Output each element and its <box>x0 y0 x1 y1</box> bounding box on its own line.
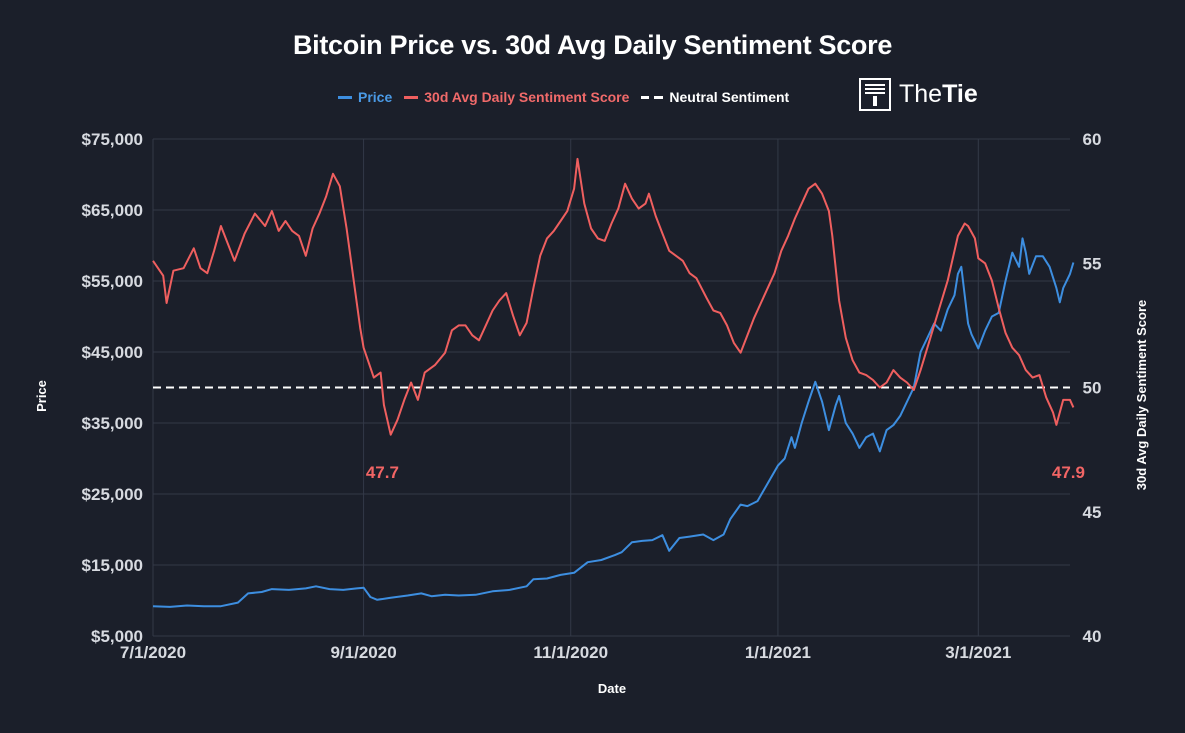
brand-name: TheTie <box>899 80 978 109</box>
left-axis-ticks: $75,000 $65,000 $55,000 $45,000 $35,000 $25,0… <box>82 130 143 646</box>
legend-label-neutral: Neutral Sentiment <box>669 89 790 105</box>
legend-label-price: Price <box>358 89 393 105</box>
x-axis-title: Date <box>598 681 626 696</box>
brand-logo: TheTie <box>859 78 978 111</box>
legend: Price 30d Avg Daily Sentiment Score Neut… <box>338 86 789 108</box>
right-axis-title: 30d Avg Daily Sentiment Score <box>1134 300 1149 491</box>
left-tick-label: $35,000 <box>82 414 143 433</box>
brand-mark-icon <box>859 78 891 111</box>
legend-swatch-price <box>338 95 352 99</box>
chart-title: Bitcoin Price vs. 30d Avg Daily Sentimen… <box>292 30 893 60</box>
legend-swatch-neutral <box>641 95 664 99</box>
left-tick-label: $5,000 <box>91 627 143 646</box>
left-tick-label: $75,000 <box>82 130 143 149</box>
legend-item-sentiment[interactable]: 30d Avg Daily Sentiment Score <box>404 89 629 105</box>
legend-label-sentiment: 30d Avg Daily Sentiment Score <box>424 89 630 105</box>
x-axis-ticks: 7/1/2020 9/1/2020 11/1/2020 1/1/2021 3/1/202… <box>120 643 1011 662</box>
left-tick-label: $65,000 <box>82 201 143 220</box>
left-tick-label: $15,000 <box>82 556 143 575</box>
x-tick-label: 1/1/2021 <box>745 643 811 662</box>
right-axis-ticks: 60 55 50 45 40 <box>1083 130 1102 646</box>
legend-item-price[interactable]: Price <box>338 89 392 105</box>
annotations: 47.7 47.9 <box>366 463 1085 482</box>
annotation-label: 47.7 <box>366 463 399 482</box>
right-tick-label: 60 <box>1083 130 1102 149</box>
x-tick-label: 3/1/2021 <box>945 643 1011 662</box>
x-tick-label: 7/1/2020 <box>120 643 186 662</box>
legend-item-neutral[interactable]: Neutral Sentiment <box>641 89 789 105</box>
right-tick-label: 40 <box>1083 627 1102 646</box>
brand-name-part1: The <box>899 80 943 108</box>
x-tick-label: 9/1/2020 <box>330 643 396 662</box>
sentiment-series-line <box>152 157 1075 436</box>
x-tick-label: 11/1/2020 <box>533 643 608 662</box>
brand-name-part2: Tie <box>942 80 978 108</box>
legend-swatch-sentiment <box>404 95 419 99</box>
left-tick-label: $55,000 <box>82 272 143 291</box>
price-series-line <box>152 237 1075 608</box>
annotation-label: 47.9 <box>1052 463 1085 482</box>
right-tick-label: 50 <box>1083 379 1102 398</box>
left-tick-label: $45,000 <box>82 343 143 362</box>
right-tick-label: 55 <box>1083 254 1102 273</box>
left-axis-title: Price <box>34 380 49 412</box>
left-tick-label: $25,000 <box>82 485 143 504</box>
right-tick-label: 45 <box>1083 503 1102 522</box>
